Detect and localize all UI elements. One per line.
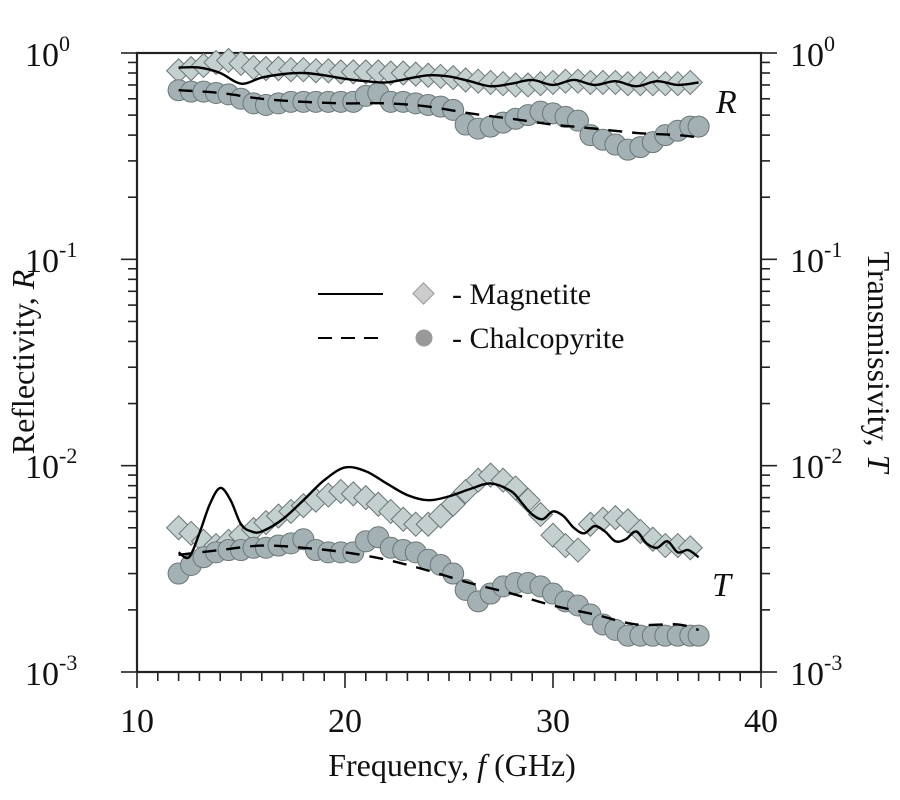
y-tick-label-left: 10-3 — [25, 650, 77, 693]
model-lines — [177, 65, 700, 632]
legend-circle-marker — [415, 329, 433, 347]
magnetite-model-line — [177, 465, 700, 560]
y-tick-label-right: 10-3 — [790, 650, 842, 693]
x-axis-title: Frequency, f (GHz) — [328, 747, 576, 783]
annotation-t: T — [712, 567, 733, 604]
y-tick-labels-left: 10-3 10-2 10-1 100 — [25, 31, 77, 693]
legend-label-magnetite: - Magnetite — [452, 278, 591, 311]
legend-diamond-marker — [412, 282, 435, 305]
diamond-marker — [440, 491, 466, 517]
legend-label-chalcopyrite: - Chalcopyrite — [452, 322, 624, 355]
y-tick-label-left: 10-2 — [25, 443, 77, 486]
data-markers — [165, 47, 710, 647]
y-tick-label-left: 10-1 — [25, 237, 77, 280]
magnetite-model-line — [178, 65, 699, 88]
x-tick-label: 30 — [536, 703, 570, 740]
axis-ticks — [121, 52, 777, 688]
x-tick-label: 20 — [328, 703, 362, 740]
legend: - Magnetite - Chalcopyrite — [318, 278, 624, 355]
y-axis-title-right: Transmissivity, T — [861, 252, 897, 475]
diamond-marker — [490, 467, 516, 493]
x-tick-label: 40 — [744, 703, 778, 740]
y-tick-labels-right: 10-3 10-2 10-1 100 — [790, 31, 842, 693]
x-tick-labels: 10 20 30 40 — [120, 703, 778, 740]
circle-marker — [687, 115, 710, 138]
chalcopyrite-model-line — [178, 544, 699, 632]
diamond-marker — [677, 69, 703, 96]
circle-marker — [687, 624, 710, 647]
x-tick-label: 10 — [120, 703, 154, 740]
y-axis-title-left: Reflectivity, R — [5, 269, 41, 454]
diamond-marker — [515, 487, 541, 513]
diamond-marker — [565, 537, 591, 563]
circle-marker — [442, 562, 465, 585]
y-tick-label-right: 100 — [790, 31, 835, 74]
y-tick-label-right: 10-2 — [790, 443, 842, 486]
y-tick-label-right: 10-1 — [790, 237, 842, 280]
diamond-marker — [502, 475, 529, 501]
chalcopyrite-model-line — [178, 89, 699, 139]
annotation-r: R — [715, 84, 737, 121]
diamond-marker — [527, 501, 554, 528]
y-tick-label-left: 100 — [25, 31, 70, 74]
